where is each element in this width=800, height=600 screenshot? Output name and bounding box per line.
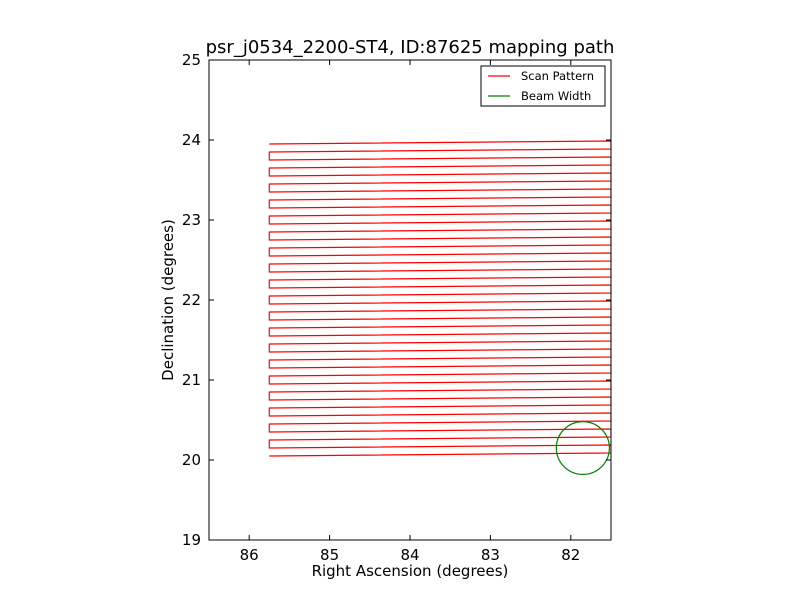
- scan-pattern-line: [268, 140, 611, 457]
- legend-label-beam-width: Beam Width: [521, 89, 591, 103]
- legend-box: [480, 65, 606, 107]
- x-tick-label: 84: [400, 546, 419, 564]
- plot-frame: [208, 59, 612, 541]
- y-tick-label: 19: [182, 531, 201, 549]
- legend-label-scan-pattern: Scan Pattern: [521, 69, 594, 83]
- x-axis-label: Right Ascension (degrees): [312, 562, 509, 580]
- x-tick-label: 86: [240, 546, 259, 564]
- y-tick-label: 21: [182, 371, 201, 389]
- y-tick-label: 22: [182, 291, 201, 309]
- legend: Scan Pattern Beam Width: [480, 65, 606, 107]
- y-tick-label: 24: [182, 131, 201, 149]
- y-tick-label: 23: [182, 211, 201, 229]
- series-layer: [268, 140, 611, 476]
- chart-title: psr_j0534_2200-ST4, ID:87625 mapping pat…: [206, 37, 615, 58]
- beam-width-circle: [555, 421, 610, 476]
- x-tick-label: 83: [481, 546, 500, 564]
- y-axis-label: Declination (degrees): [159, 219, 177, 381]
- y-tick-label: 25: [182, 51, 201, 69]
- x-tick-label: 85: [320, 546, 339, 564]
- ticks-layer: 86 85 84 83 82 19 20 21 22 23 24 25: [182, 51, 611, 564]
- x-tick-label: 82: [561, 546, 580, 564]
- plot-area-background: [209, 60, 611, 540]
- y-tick-label: 20: [182, 451, 201, 469]
